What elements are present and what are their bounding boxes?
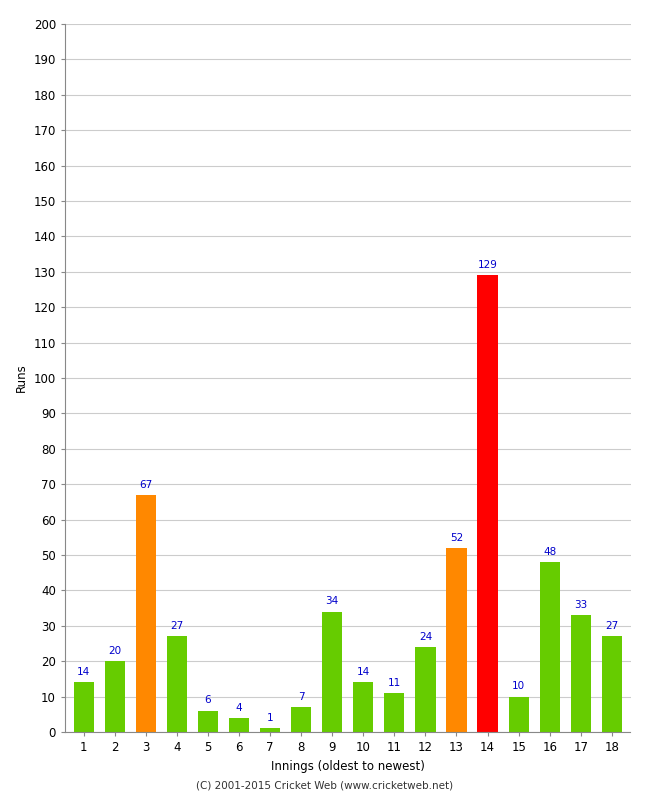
Bar (384, 693, 404, 732)
X-axis label: Innings (oldest to newest): Innings (oldest to newest) (271, 759, 424, 773)
Text: 34: 34 (326, 596, 339, 606)
Text: 129: 129 (478, 260, 497, 270)
Text: 24: 24 (419, 632, 432, 642)
Bar (167, 637, 187, 732)
Text: 1: 1 (266, 713, 274, 723)
Bar (260, 729, 280, 732)
Bar (136, 495, 156, 732)
Bar (602, 637, 622, 732)
Bar (322, 612, 343, 732)
Text: 7: 7 (298, 692, 304, 702)
Bar (540, 562, 560, 732)
Text: 14: 14 (77, 667, 90, 677)
Text: 14: 14 (357, 667, 370, 677)
Bar (105, 661, 125, 732)
Text: 48: 48 (543, 546, 556, 557)
Bar (353, 682, 373, 732)
Bar (508, 697, 528, 732)
Bar (73, 682, 94, 732)
Bar (571, 615, 591, 732)
Text: 6: 6 (205, 695, 211, 706)
Bar (447, 548, 467, 732)
Text: 20: 20 (108, 646, 122, 656)
Text: 33: 33 (574, 600, 588, 610)
Text: 4: 4 (236, 702, 242, 713)
Bar (229, 718, 249, 732)
Text: (C) 2001-2015 Cricket Web (www.cricketweb.net): (C) 2001-2015 Cricket Web (www.cricketwe… (196, 781, 454, 790)
Text: 11: 11 (388, 678, 401, 688)
Text: 27: 27 (605, 621, 619, 631)
Text: 52: 52 (450, 533, 463, 542)
Bar (198, 710, 218, 732)
Y-axis label: Runs: Runs (15, 364, 28, 392)
Bar (415, 647, 436, 732)
Text: 27: 27 (170, 621, 183, 631)
Bar (291, 707, 311, 732)
Bar (478, 275, 498, 732)
Text: 67: 67 (139, 479, 152, 490)
Text: 10: 10 (512, 682, 525, 691)
